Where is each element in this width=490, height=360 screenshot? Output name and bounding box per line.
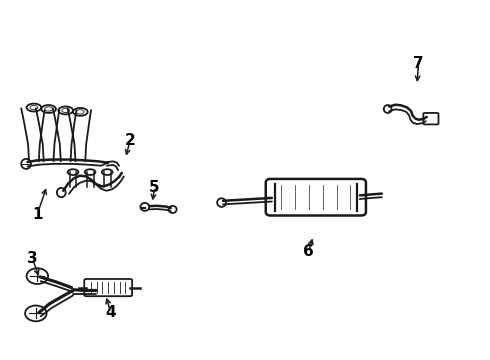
Ellipse shape <box>141 203 149 211</box>
Circle shape <box>26 268 48 284</box>
Text: 3: 3 <box>27 251 38 266</box>
Ellipse shape <box>217 198 226 207</box>
Text: 4: 4 <box>105 305 116 320</box>
Circle shape <box>25 306 47 321</box>
Text: 6: 6 <box>303 244 314 259</box>
Ellipse shape <box>58 107 73 114</box>
FancyBboxPatch shape <box>84 279 132 296</box>
Ellipse shape <box>26 104 41 112</box>
Ellipse shape <box>57 188 66 197</box>
Ellipse shape <box>41 105 56 113</box>
Ellipse shape <box>68 169 78 175</box>
Ellipse shape <box>85 169 96 175</box>
Ellipse shape <box>169 206 176 213</box>
Ellipse shape <box>102 169 113 175</box>
Ellipse shape <box>384 105 392 113</box>
Ellipse shape <box>21 159 31 169</box>
Text: 7: 7 <box>413 56 424 71</box>
Ellipse shape <box>73 108 88 116</box>
Text: 2: 2 <box>125 133 136 148</box>
FancyBboxPatch shape <box>266 179 366 216</box>
FancyBboxPatch shape <box>423 113 439 125</box>
Text: 5: 5 <box>149 180 160 195</box>
Text: 1: 1 <box>32 207 43 221</box>
